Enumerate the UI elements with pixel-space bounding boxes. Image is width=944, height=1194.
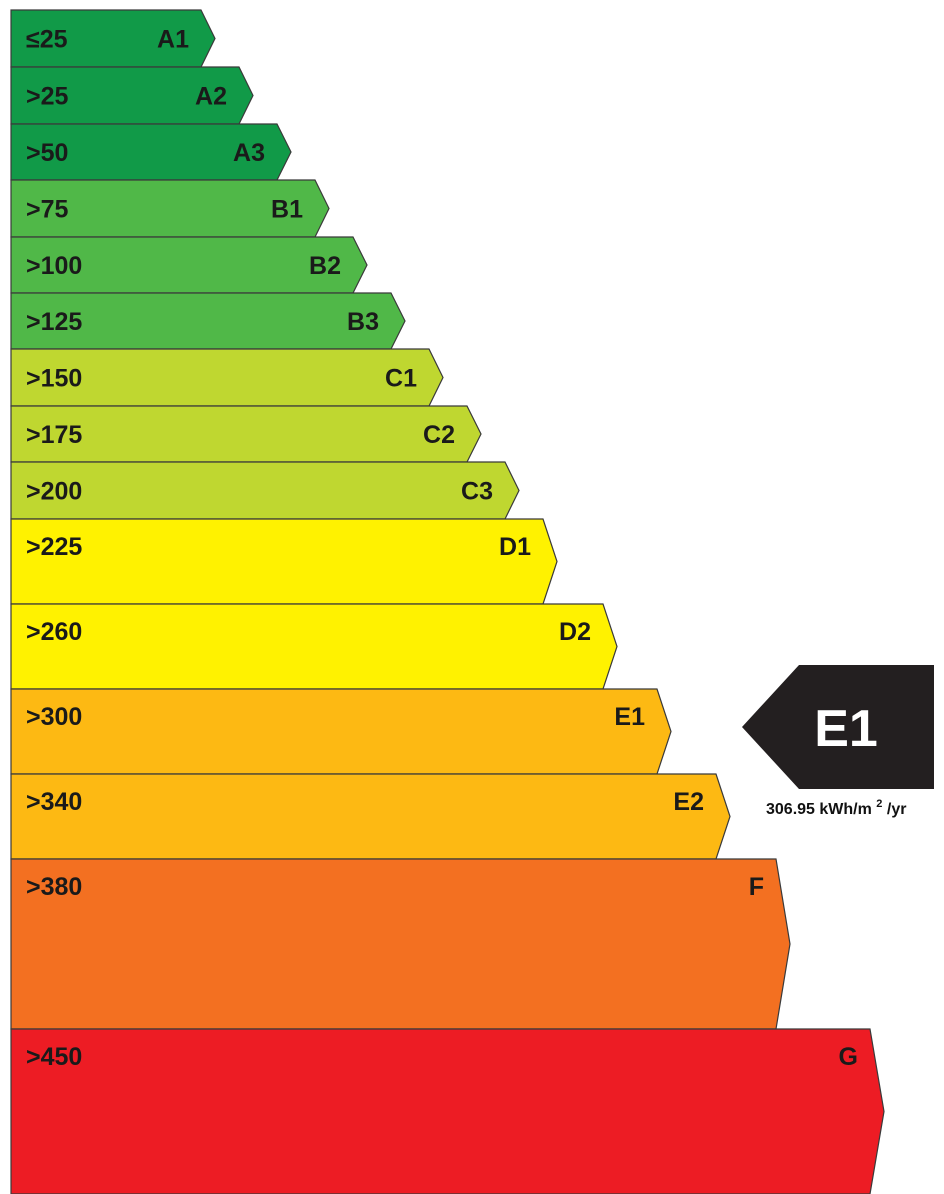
band-rating-c1: C1 (385, 365, 417, 393)
current-value-unit-superscript: 2 (876, 798, 882, 810)
band-c2 (10, 405, 482, 463)
band-rating-d2: D2 (559, 618, 591, 646)
band-rating-a1: A1 (157, 26, 189, 54)
band-a3 (10, 123, 292, 181)
band-rating-g: G (839, 1043, 858, 1071)
band-rating-c2: C2 (423, 421, 455, 449)
band-label-c1: >150 (26, 365, 82, 393)
band-label-a1: ≤25 (26, 26, 68, 54)
band-rating-b1: B1 (271, 196, 303, 224)
current-rating-indicator: E1 306.95 kWh/m 2 /yr (742, 665, 934, 818)
band-label-c3: >200 (26, 478, 82, 506)
band-f (10, 858, 791, 1030)
band-label-e1: >300 (26, 703, 82, 731)
band-d1 (10, 518, 558, 605)
band-rating-e2: E2 (673, 788, 704, 816)
band-rating-d1: D1 (499, 533, 531, 561)
band-label-a2: >25 (26, 83, 69, 111)
band-b2 (10, 236, 368, 294)
band-g (10, 1028, 885, 1194)
band-label-d2: >260 (26, 618, 82, 646)
current-rating-arrow (742, 665, 934, 789)
current-value-caption: 306.95 kWh/m 2 /yr (766, 794, 906, 818)
rating-bands: ≤25 A1 >25 A2 >50 A3 >75 B1 >100 B2 >125 B3 >150 C1 >1… (10, 9, 885, 1194)
band-e1 (10, 688, 672, 775)
band-label-e2: >340 (26, 788, 82, 816)
band-label-b1: >75 (26, 196, 69, 224)
band-label-a3: >50 (26, 139, 68, 167)
band-b1 (10, 179, 330, 238)
band-c3 (10, 461, 520, 520)
band-rating-a3: A3 (233, 139, 265, 167)
band-c1 (10, 348, 444, 407)
band-rating-f: F (749, 873, 764, 901)
band-e2 (10, 773, 731, 860)
current-value-unit: kWh/m (819, 801, 871, 818)
band-rating-e1: E1 (614, 703, 645, 731)
current-rating-label: E1 (814, 700, 878, 758)
current-value: 306.95 (766, 801, 815, 818)
current-value-unit-suffix: /yr (887, 801, 907, 818)
band-rating-a2: A2 (195, 83, 227, 111)
band-label-g: >450 (26, 1043, 82, 1071)
band-label-d1: >225 (26, 533, 82, 561)
band-a1 (10, 9, 216, 68)
band-label-b3: >125 (26, 308, 82, 336)
band-d2 (10, 603, 618, 690)
band-label-c2: >175 (26, 421, 82, 449)
band-label-b2: >100 (26, 252, 82, 280)
band-b3 (10, 292, 406, 350)
band-rating-b3: B3 (347, 308, 379, 336)
band-a2 (10, 66, 254, 125)
band-rating-c3: C3 (461, 478, 493, 506)
band-label-f: >380 (26, 873, 82, 901)
band-rating-b2: B2 (309, 252, 341, 280)
